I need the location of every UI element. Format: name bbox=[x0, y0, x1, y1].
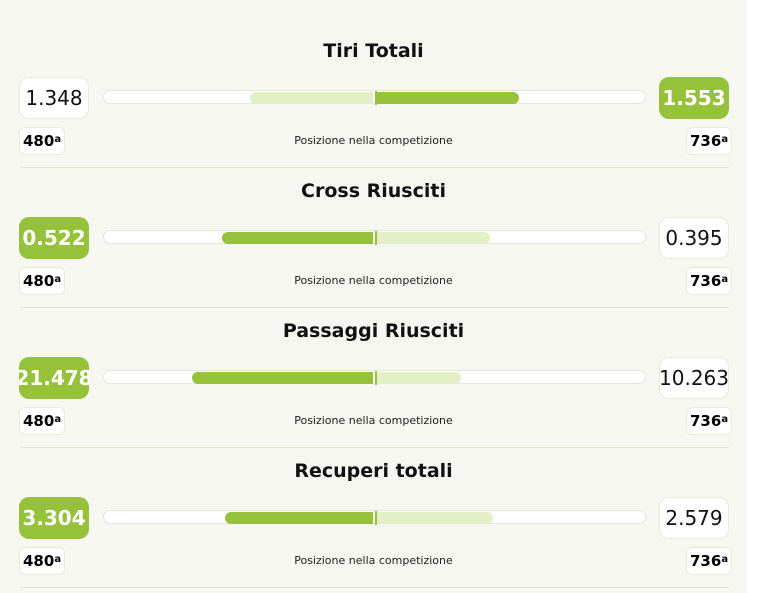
right-value: 1.553 bbox=[659, 77, 729, 119]
rank-suffix: a bbox=[721, 553, 729, 565]
right-value: 0.395 bbox=[659, 217, 729, 259]
left-value: 3.304 bbox=[19, 497, 89, 539]
rank-suffix: a bbox=[721, 273, 729, 285]
position-label: Posizione nella competizione bbox=[294, 554, 453, 567]
comparison-bar bbox=[103, 90, 646, 105]
left-fill bbox=[192, 372, 373, 384]
stat-section: Passaggi Riusciti 21.478 10.263 480 a Pos… bbox=[0, 280, 747, 448]
left-value: 0.522 bbox=[19, 217, 89, 259]
position-label: Posizione nella competizione bbox=[294, 414, 453, 427]
left-rank-number: 480 bbox=[23, 272, 55, 290]
stat-section: Recuperi totali 3.304 2.579 480 a Posizio… bbox=[0, 420, 747, 588]
right-rank-number: 736 bbox=[690, 552, 722, 570]
left-rank-number: 480 bbox=[23, 412, 55, 430]
left-value: 21.478 bbox=[19, 357, 89, 399]
stat-title: Recuperi totali bbox=[294, 460, 453, 482]
stat-title: Passaggi Riusciti bbox=[282, 320, 465, 342]
rank-suffix: a bbox=[721, 413, 729, 425]
left-rank-number: 480 bbox=[23, 552, 55, 570]
left-rank: 480 a bbox=[19, 407, 66, 435]
divider bbox=[20, 587, 729, 588]
comparison-bar bbox=[103, 230, 646, 245]
stat-section: Cross Riusciti 0.522 0.395 480 a Posizion… bbox=[0, 140, 747, 308]
rank-suffix: a bbox=[721, 133, 729, 145]
comparison-bar bbox=[103, 370, 646, 385]
right-value: 2.579 bbox=[659, 497, 729, 539]
right-rank: 736 a bbox=[686, 127, 733, 155]
stat-title: Cross Riusciti bbox=[301, 180, 446, 202]
divider bbox=[20, 167, 729, 168]
right-rank: 736 a bbox=[686, 267, 733, 295]
center-marker bbox=[375, 511, 377, 525]
rank-suffix: a bbox=[54, 273, 62, 285]
position-label: Posizione nella competizione bbox=[294, 274, 453, 287]
center-marker bbox=[375, 91, 377, 105]
center-marker bbox=[375, 231, 377, 245]
right-fill bbox=[377, 512, 494, 524]
right-value: 10.263 bbox=[659, 357, 729, 399]
position-label: Posizione nella competizione bbox=[294, 134, 453, 147]
right-rank-number: 736 bbox=[690, 412, 722, 430]
left-value: 1.348 bbox=[19, 77, 89, 119]
comparison-bar bbox=[103, 510, 646, 525]
left-fill bbox=[221, 232, 373, 244]
divider bbox=[20, 307, 729, 308]
divider bbox=[20, 447, 729, 448]
left-fill bbox=[250, 92, 373, 104]
right-rank-number: 736 bbox=[690, 132, 722, 150]
right-rank-number: 736 bbox=[690, 272, 722, 290]
left-rank: 480 a bbox=[19, 267, 66, 295]
stat-section: Tiri Totali 1.348 1.553 480 a Posizione n… bbox=[0, 0, 747, 168]
right-fill bbox=[377, 372, 461, 384]
right-rank: 736 a bbox=[686, 407, 733, 435]
right-fill bbox=[377, 92, 520, 104]
right-fill bbox=[377, 232, 491, 244]
stat-title: Tiri Totali bbox=[323, 40, 424, 62]
right-rank: 736 a bbox=[686, 547, 733, 575]
left-rank: 480 a bbox=[19, 127, 66, 155]
left-rank-number: 480 bbox=[23, 132, 55, 150]
rank-suffix: a bbox=[54, 133, 62, 145]
center-marker bbox=[375, 371, 377, 385]
rank-suffix: a bbox=[54, 413, 62, 425]
left-rank: 480 a bbox=[19, 547, 66, 575]
left-fill bbox=[224, 512, 373, 524]
rank-suffix: a bbox=[54, 553, 62, 565]
stats-comparison-panel: Tiri Totali 1.348 1.553 480 a Posizione n… bbox=[0, 0, 747, 593]
